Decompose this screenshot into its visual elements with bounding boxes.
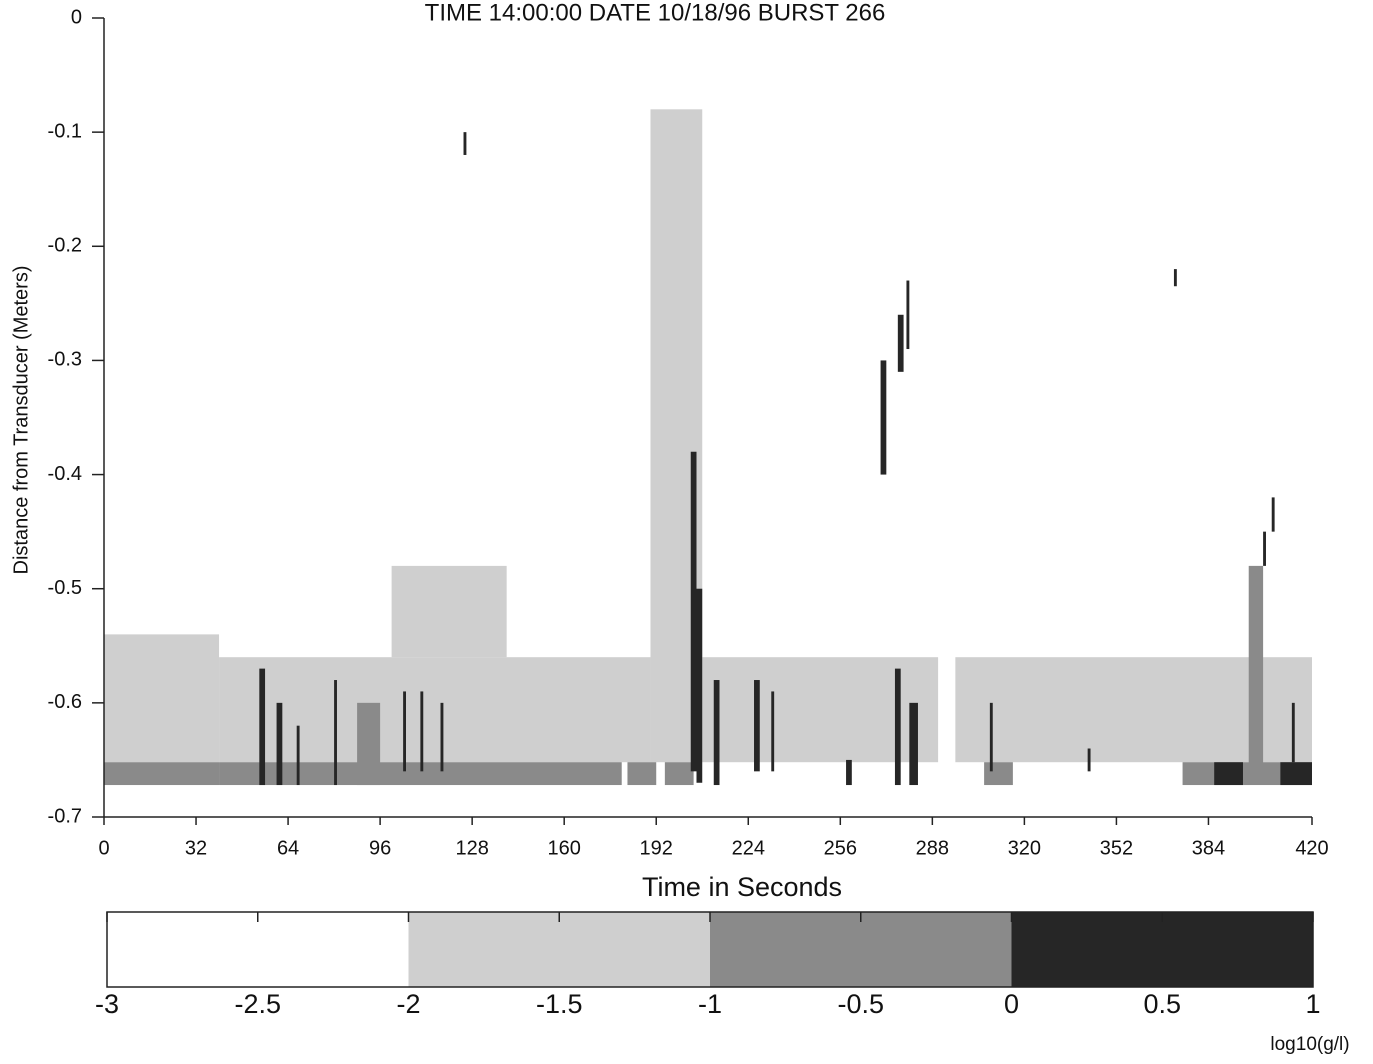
x-tick-label: 420 <box>1295 837 1328 859</box>
colorbar-tick-label: -1 <box>698 989 722 1019</box>
colorbar-band <box>1011 912 1313 987</box>
heatmap-cell <box>897 314 904 372</box>
heatmap-cell <box>463 132 467 155</box>
x-tick-label: 128 <box>455 837 488 859</box>
heatmap-cell <box>1214 762 1243 786</box>
heatmap-cell <box>906 280 910 350</box>
heatmap-cell <box>1271 497 1275 532</box>
colorbar-band <box>107 912 409 987</box>
y-tick-label: -0.4 <box>48 463 82 485</box>
heatmap-cell <box>984 762 1013 786</box>
heatmap-cell <box>909 702 918 786</box>
heatmap-cell <box>696 588 703 783</box>
colorbar-label: log10(g/l) <box>1270 1034 1349 1055</box>
heatmap-cell <box>1248 565 1264 772</box>
colorbar-band <box>408 912 710 987</box>
x-tick-label: 384 <box>1192 837 1225 859</box>
colorbar-tick-label: -3 <box>95 989 119 1019</box>
x-axis-label: Time in Seconds <box>642 872 842 902</box>
heatmap-cell <box>1280 762 1312 786</box>
y-tick-label: -0.6 <box>48 691 82 713</box>
heatmap-cell <box>713 680 720 786</box>
y-tick-label: -0.7 <box>48 805 82 827</box>
colorbar-tick-label: -1.5 <box>536 989 583 1019</box>
heatmap-cell <box>754 680 760 772</box>
heatmap-cell <box>296 725 300 786</box>
heatmap-cell <box>219 657 651 763</box>
y-tick-label: 0 <box>71 6 82 28</box>
x-tick-label: 224 <box>732 837 765 859</box>
heatmap-cell <box>880 360 887 475</box>
heatmap-cell <box>104 634 220 763</box>
heatmap-cell <box>627 762 657 786</box>
heatmap-cell <box>989 702 993 772</box>
chart-title: TIME 14:00:00 DATE 10/18/96 BURST 266 <box>425 0 886 26</box>
x-tick-label: 160 <box>548 837 581 859</box>
heatmap-cell <box>771 691 775 772</box>
heatmap-cell <box>219 762 622 786</box>
x-tick-label: 288 <box>916 837 949 859</box>
x-tick-label: 64 <box>277 837 299 859</box>
heatmap-cell <box>894 668 901 786</box>
heatmap-cell <box>440 702 444 772</box>
heatmap-cell <box>334 680 337 786</box>
x-tick-label: 32 <box>185 837 207 859</box>
heatmap-cell <box>391 565 507 658</box>
colorbar-band <box>710 912 1012 987</box>
x-tick-label: 320 <box>1008 837 1041 859</box>
heatmap-cell <box>104 762 220 786</box>
heatmap-cell <box>420 691 424 772</box>
y-tick-label: -0.5 <box>48 577 82 599</box>
colorbar-tick-label: -2.5 <box>234 989 281 1019</box>
x-tick-label: 0 <box>98 837 109 859</box>
heatmap-cell <box>276 702 283 786</box>
y-axis-label: Distance from Transducer (Meters) <box>10 266 32 575</box>
heatmap-cell <box>403 691 406 772</box>
x-tick-label: 256 <box>824 837 857 859</box>
y-tick-label: -0.3 <box>48 349 82 371</box>
heatmap-cell <box>1291 702 1295 763</box>
heatmap-cell <box>259 668 266 786</box>
heatmap-cell <box>664 762 694 786</box>
heatmap-cell <box>1263 531 1266 566</box>
x-tick-label: 192 <box>640 837 673 859</box>
heatmap-cell <box>1173 269 1177 287</box>
colorbar-tick-label: 0.5 <box>1143 989 1181 1019</box>
y-tick-label: -0.1 <box>48 120 82 142</box>
heatmap-cell <box>846 759 852 786</box>
colorbar-tick-label: 0 <box>1004 989 1019 1019</box>
colorbar-tick-label: 1 <box>1305 989 1320 1019</box>
x-tick-label: 352 <box>1100 837 1133 859</box>
heatmap-cell <box>357 702 381 786</box>
colorbar-tick-label: -0.5 <box>837 989 884 1019</box>
y-tick-label: -0.2 <box>48 235 82 257</box>
heatmap-cell <box>690 451 697 772</box>
colorbar-tick-label: -2 <box>396 989 420 1019</box>
heatmap-cell <box>1087 748 1091 772</box>
x-tick-label: 96 <box>369 837 391 859</box>
heatmap-cell <box>702 657 939 763</box>
